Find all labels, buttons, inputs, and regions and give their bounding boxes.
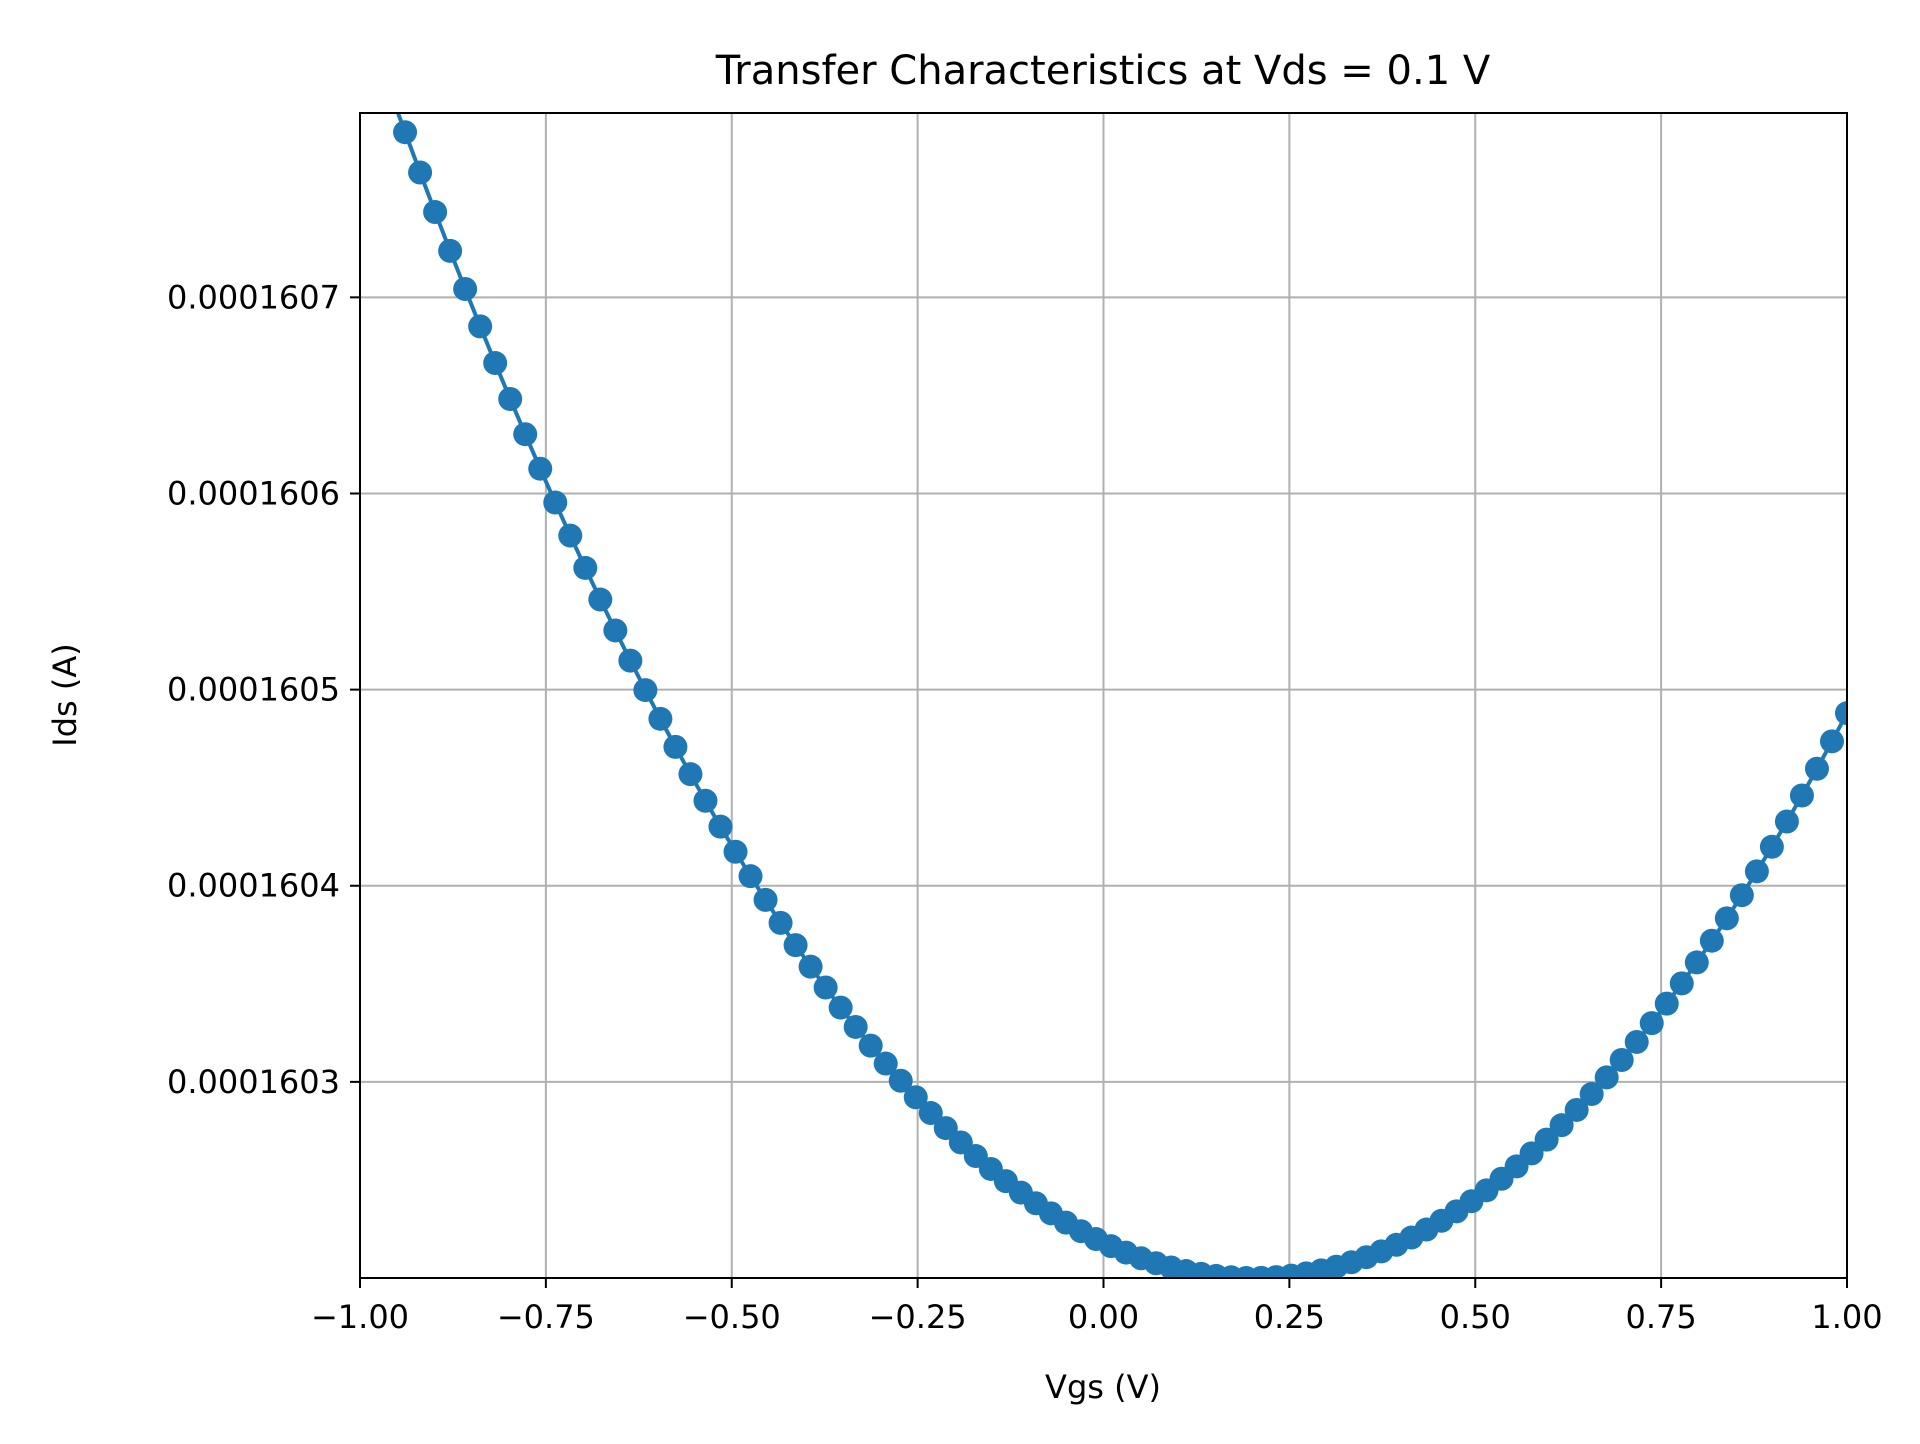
data-point	[1534, 1127, 1559, 1152]
data-point	[783, 933, 808, 958]
data-point	[588, 587, 613, 612]
data-point	[528, 456, 553, 481]
y-tick-label: 0.0001604	[167, 867, 340, 905]
data-point	[753, 887, 778, 912]
data-point	[1594, 1065, 1619, 1090]
y-tick-label: 0.0001603	[167, 1063, 340, 1101]
series-layer	[393, 113, 1847, 1278]
y-axis-label: Ids (A)	[46, 643, 84, 746]
data-point	[738, 864, 763, 889]
data-point	[543, 490, 568, 515]
data-point	[843, 1014, 868, 1039]
data-point	[768, 910, 793, 935]
data-point	[1774, 809, 1799, 834]
data-point	[603, 618, 628, 643]
data-point	[1714, 906, 1739, 931]
y-tick-label: 0.0001605	[167, 671, 340, 709]
data-point	[693, 788, 718, 813]
data-point	[423, 200, 448, 225]
data-point	[888, 1068, 913, 1093]
x-tick-label: 0.25	[1254, 1298, 1325, 1336]
y-tick-label: 0.0001607	[167, 278, 340, 316]
data-point	[1549, 1113, 1574, 1138]
data-point	[798, 954, 823, 979]
data-point	[468, 314, 493, 339]
data-point	[618, 648, 643, 673]
data-point	[1684, 950, 1709, 975]
data-point	[393, 120, 418, 145]
x-tick-label: 0.75	[1626, 1298, 1697, 1336]
data-point	[1669, 971, 1694, 996]
data-point	[873, 1051, 898, 1076]
data-point	[573, 555, 598, 580]
data-point	[933, 1116, 958, 1141]
data-point	[903, 1085, 928, 1110]
data-point	[1744, 859, 1769, 884]
data-point	[1729, 883, 1754, 908]
y-tick-label: 0.0001606	[167, 474, 340, 512]
data-point	[1819, 729, 1844, 754]
data-point	[678, 762, 703, 787]
x-tick-label: −0.25	[869, 1298, 967, 1336]
data-point	[1639, 1011, 1664, 1036]
data-point	[1835, 701, 1847, 726]
data-point	[1579, 1082, 1604, 1107]
data-point	[453, 276, 478, 301]
data-point	[498, 386, 523, 411]
x-tick-label: −1.00	[311, 1298, 409, 1336]
x-tick-label: −0.75	[497, 1298, 595, 1336]
x-tick-label: 0.50	[1440, 1298, 1511, 1336]
data-point	[813, 975, 838, 1000]
data-point	[828, 995, 853, 1020]
data-point	[858, 1033, 883, 1058]
data-point	[483, 351, 508, 376]
data-point	[648, 706, 673, 731]
data-point	[723, 839, 748, 864]
chart-title: Transfer Characteristics at Vds = 0.1 V	[715, 48, 1491, 94]
grid	[359, 113, 1848, 1278]
data-point	[633, 678, 658, 703]
data-point	[1654, 991, 1679, 1016]
data-point	[1804, 756, 1829, 781]
data-point	[663, 734, 688, 759]
data-point	[513, 422, 538, 447]
data-point	[408, 160, 433, 185]
data-point	[918, 1101, 943, 1126]
data-point	[1624, 1029, 1649, 1054]
data-point	[558, 523, 583, 548]
x-tick-label: 1.00	[1811, 1298, 1882, 1336]
data-point	[1564, 1097, 1589, 1122]
x-tick-label: −0.50	[683, 1298, 781, 1336]
tick-layer: −1.00 −0.75 −0.50 −0.25 0.00 0.25 0.50 0.75 1.00…	[167, 278, 1883, 1336]
data-point	[1759, 834, 1784, 859]
data-point	[1609, 1048, 1634, 1073]
data-point	[1789, 783, 1814, 808]
data-point	[438, 238, 463, 263]
x-tick-label: 0.00	[1068, 1298, 1139, 1336]
data-point	[1699, 928, 1724, 953]
x-axis-label: Vgs (V)	[1045, 1368, 1161, 1406]
data-point	[708, 814, 733, 839]
